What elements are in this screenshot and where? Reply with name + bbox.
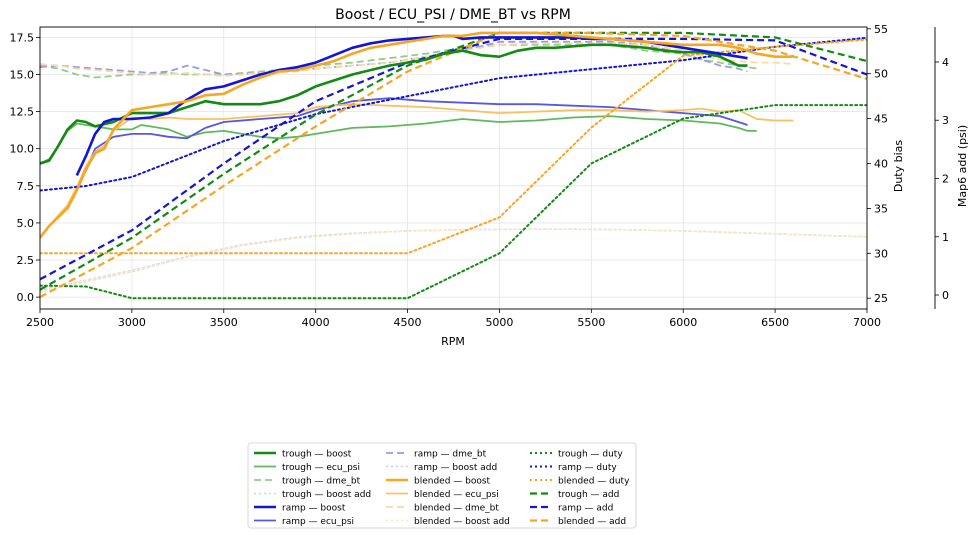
legend-label: blended — boost add [414, 517, 510, 527]
series-line-trough-add [40, 31, 867, 291]
legend-item-blended-boost-add: blended — boost add [386, 517, 510, 527]
legend-label: ramp — boost [282, 504, 346, 514]
y-tick-label: 0.0 [17, 291, 35, 304]
right2-tick-label: 3 [942, 114, 949, 127]
x-tick-label: 6000 [669, 316, 697, 329]
right1-tick-label: 35 [874, 202, 888, 215]
legend-item-trough-duty: trough — duty [530, 450, 623, 460]
legend-label: ramp — ecu_psi [282, 517, 354, 527]
legend-label: blended — duty [558, 477, 630, 487]
legend-label: blended — ecu_psi [414, 490, 499, 500]
x-tick-label: 5000 [485, 316, 513, 329]
series-line-ramp-dme-bt [40, 40, 748, 76]
legend-item-ramp-boost: ramp — boost [254, 504, 346, 514]
legend-item-ramp-dme-bt: ramp — dme_bt [386, 450, 487, 460]
x-tick-label: 5500 [577, 316, 605, 329]
y-tick-label: 2.5 [17, 254, 35, 267]
legend-item-ramp-ecu-psi: ramp — ecu_psi [254, 517, 354, 527]
legend-label: ramp — add [558, 504, 613, 514]
legend-label: blended — dme_bt [414, 504, 499, 514]
y-tick-label: 15.0 [10, 68, 35, 81]
right2-tick-label: 4 [942, 56, 949, 69]
x-axis-label: RPM [441, 335, 465, 348]
right1-tick-label: 30 [874, 247, 888, 260]
y-tick-label: 5.0 [17, 217, 35, 230]
series-line-blended-add [40, 31, 867, 299]
x-tick-label: 6500 [761, 316, 789, 329]
series-line-trough-duty [40, 104, 867, 300]
y-tick-label: 7.5 [17, 180, 35, 193]
axes: 2500 3000 3500 4000 4500 5000 5500 6000 6500 7000… [10, 23, 950, 329]
y-tick-label: 17.5 [10, 31, 35, 44]
series-line-ramp-ecu-psi [85, 97, 748, 172]
legend-label: ramp — boost add [414, 463, 497, 473]
legend-item-blended-boost: blended — boost [386, 477, 491, 487]
series-line-blended-duty [40, 38, 867, 255]
legend-box [247, 442, 637, 529]
series-line-trough-dme-bt [40, 43, 757, 79]
legend-label: ramp — dme_bt [414, 450, 487, 460]
legend-item-ramp-duty: ramp — duty [530, 463, 617, 473]
legend-label: ramp — duty [558, 463, 617, 473]
legend-item-trough-add: trough — add [530, 490, 619, 500]
series-line-blended-boost [40, 31, 794, 239]
chart-title: Boost / ECU_PSI / DME_BT vs RPM [335, 7, 571, 23]
right1-tick-label: 45 [874, 113, 888, 126]
x-tick-label: 4500 [394, 316, 422, 329]
series-line-trough-boost [40, 43, 748, 165]
legend-item-trough-dme-bt: trough — dme_bt [254, 477, 361, 487]
legend-item-ramp-boost-add: ramp — boost add [386, 463, 497, 473]
legend-label: trough — boost [282, 450, 352, 460]
x-tick-label: 3000 [118, 316, 146, 329]
legend-item-blended-ecu-psi: blended — ecu_psi [386, 490, 499, 500]
right1-tick-label: 40 [874, 158, 888, 171]
legend-label: blended — add [558, 517, 626, 527]
legend-item-blended-dme-bt: blended — dme_bt [386, 504, 499, 514]
right1-tick-label: 50 [874, 68, 888, 81]
legend-item-blended-add: blended — add [530, 517, 626, 527]
legend-item-trough-boost: trough — boost [254, 450, 352, 460]
legend-item-trough-boost-add: trough — boost add [254, 490, 371, 500]
right2-tick-label: 1 [942, 231, 949, 244]
y-tick-label: 12.5 [10, 106, 35, 119]
legend-label: trough — boost add [282, 490, 371, 500]
series-line-blended-boost-add [40, 228, 867, 293]
x-tick-label: 2500 [26, 316, 54, 329]
right1-tick-label: 55 [874, 23, 888, 36]
legend-item-trough-ecu-psi: trough — ecu_psi [254, 463, 360, 473]
legend-label: trough — add [558, 490, 619, 500]
right1-tick-label: 25 [874, 292, 888, 305]
series-line-ramp-boost [75, 34, 748, 176]
right2-tick-label: 0 [942, 289, 949, 302]
plot-frame [39, 26, 868, 310]
legend-label: trough — dme_bt [282, 477, 361, 487]
legend-label: trough — ecu_psi [282, 463, 360, 473]
series-line-blended-dme-bt [40, 42, 794, 77]
legend-label: blended — boost [414, 477, 491, 487]
legend-label: trough — duty [558, 450, 623, 460]
y-tick-label: 10.0 [10, 143, 35, 156]
x-tick-label: 4000 [302, 316, 330, 329]
right2-axis-label: Map6 add (psi) [956, 125, 969, 207]
legend-item-blended-duty: blended — duty [530, 477, 630, 487]
series-line-ramp-add [40, 37, 867, 281]
right1-axis-label: Duty bias [892, 140, 905, 193]
x-tick-label: 3500 [210, 316, 238, 329]
right2-tick-label: 2 [942, 172, 949, 185]
series-layer [40, 31, 867, 300]
x-tick-label: 7000 [853, 316, 881, 329]
legend-item-ramp-add: ramp — add [530, 504, 613, 514]
